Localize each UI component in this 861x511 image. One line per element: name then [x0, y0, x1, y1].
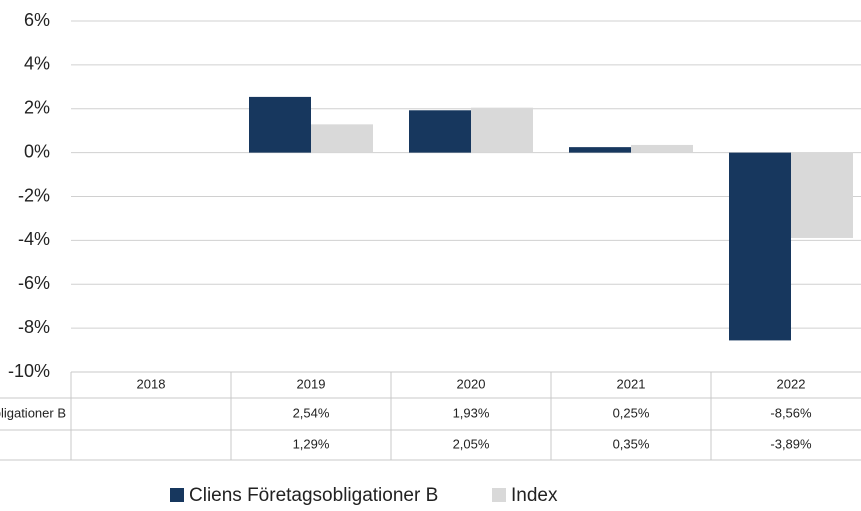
y-tick-label: 4% — [24, 54, 50, 74]
table-cell: -8,56% — [770, 405, 812, 420]
bar — [729, 152, 791, 341]
x-tick-label: 2022 — [777, 376, 806, 391]
y-tick-label: 2% — [24, 98, 50, 118]
legend-label: Cliens Företagsobligationer B — [189, 485, 438, 506]
y-tick-label: -8% — [18, 317, 50, 337]
table-cell: 0,35% — [613, 436, 650, 451]
table-cell: 1,93% — [453, 405, 490, 420]
bar — [569, 147, 631, 153]
y-tick-label: -4% — [18, 229, 50, 249]
table-cell: 2,05% — [453, 436, 490, 451]
x-tick-label: 2020 — [457, 376, 486, 391]
x-tick-label: 2021 — [617, 376, 646, 391]
table-cell: -3,89% — [770, 436, 812, 451]
row-header: Cliens Företagsobligationer B — [0, 405, 66, 420]
bar — [311, 124, 373, 153]
y-tick-label: -2% — [18, 185, 50, 205]
bar — [249, 96, 311, 153]
bar — [471, 107, 533, 153]
y-tick-label: -10% — [8, 361, 50, 381]
table-cell: 2,54% — [293, 405, 330, 420]
y-tick-label: 0% — [24, 141, 50, 161]
legend-label: Index — [511, 485, 558, 506]
x-tick-label: 2019 — [297, 376, 326, 391]
bar — [791, 152, 853, 238]
bar — [409, 110, 471, 153]
y-tick-label: -6% — [18, 273, 50, 293]
bar — [631, 144, 693, 153]
legend-swatch — [492, 488, 506, 502]
y-tick-label: 6% — [24, 10, 50, 30]
x-tick-label: 2018 — [137, 376, 166, 391]
legend-swatch — [170, 488, 184, 502]
table-cell: 1,29% — [293, 436, 330, 451]
table-cell: 0,25% — [613, 405, 650, 420]
